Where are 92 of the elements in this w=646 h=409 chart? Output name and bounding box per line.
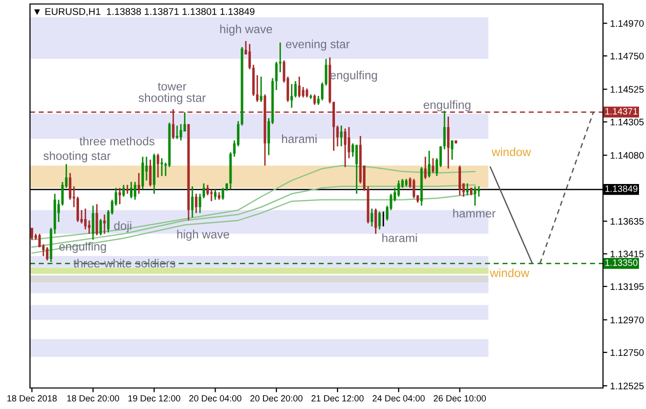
candlestick [149,158,152,188]
annotation: three methods [80,136,154,146]
candlestick [397,180,400,198]
x-tick-label: 19 Dec 12:00 [128,395,180,402]
annotation: high wave [177,230,230,241]
candlestick [88,220,90,234]
candlestick [290,83,293,108]
candlestick [450,140,454,160]
x-tick-label: 18 Dec 2018 [7,395,57,402]
candlestick [424,156,427,180]
candlestick [458,164,461,196]
candlestick [122,184,125,198]
candlestick [370,208,374,228]
y-tick-label: 1.12525 [610,382,644,390]
annotation: tower shooting star [138,82,206,104]
annotation: shooting star [44,151,111,162]
candlestick [378,210,381,230]
x-tick-label: 26 Dec 10:00 [434,395,486,402]
x-tick-label: 20 Dec 20:00 [250,395,302,402]
candlestick [278,42,282,73]
candlestick [176,124,178,140]
y-tick-label: 1.13415 [610,250,644,258]
y-tick-label: 1.14305 [610,118,644,126]
candlestick [194,193,198,214]
ref-line-label: 1.14371 [605,108,638,115]
candlestick [46,246,48,262]
candlestick [260,76,262,103]
candlestick [214,188,217,200]
x-tick-label: 24 Dec 04:00 [372,395,425,402]
candlestick [202,182,206,199]
candlestick [198,193,202,214]
candlestick [210,188,213,202]
annotation: harami [282,134,317,144]
candlestick [92,204,94,240]
y-tick-label: 1.13635 [610,218,644,225]
candlestick [156,153,160,178]
candlestick [324,58,328,86]
y-tick-label: 1.14525 [610,86,644,93]
y-tick-label: 1.14080 [610,152,644,159]
x-tick-label: 18 Dec 20:00 [67,395,120,402]
candlestick [374,208,377,234]
candlestick [160,158,164,177]
y-tick-label: 1.13195 [610,283,644,290]
candlestick [84,208,87,230]
x-tick-label: 21 Dec 12:00 [312,395,364,402]
x-tick-label: 20 Dec 04:00 [189,395,242,402]
candlestick [447,116,450,170]
chart-title: ▼ EURUSD,H1 1.13838 1.13871 1.13801 1.13849 [34,8,254,16]
y-tick-label: 1.12970 [610,316,644,324]
candlestick [118,187,122,205]
candlestick [302,86,304,98]
candlestick [466,182,469,196]
y-tick-label: 1.14970 [610,20,644,27]
candlestick [443,110,446,150]
candlestick [336,124,339,148]
candlestick [130,181,132,199]
candlestick [320,82,324,102]
candlestick [478,186,480,198]
candlestick [298,76,301,98]
candlestick [474,186,476,206]
annotation: high wave [220,24,272,36]
candlestick [428,150,430,178]
candlestick [99,218,102,236]
y-tick-label: 1.12750 [610,349,644,356]
annotation: hammer [453,208,496,218]
candlestick [126,184,129,194]
candlestick [180,123,182,142]
annotation: harami [382,234,417,242]
annotation: engulfing [59,242,106,253]
candlestick [256,74,259,103]
ref-line-label: 1.13849 [605,185,638,192]
candlestick [141,156,144,190]
candlestick [191,186,194,218]
candlestick [432,158,434,174]
candlestick [76,196,79,223]
candlestick [103,214,106,234]
y-tick-label: 1.14750 [610,52,644,60]
annotation: window [492,147,532,156]
candlestick [355,144,358,194]
candlestick [134,181,136,200]
annotation: evening star [286,40,350,51]
candlestick [138,172,140,194]
candlestick [206,184,209,196]
candlestick [340,124,343,148]
ref-line-label: 1.13350 [605,259,638,266]
annotation: engulfing [424,100,470,112]
candlestick [344,128,346,168]
candlestick [412,178,416,199]
annotation: window [490,268,530,278]
candlestick [96,203,98,236]
candlestick [313,94,316,106]
candlestick [222,187,224,200]
